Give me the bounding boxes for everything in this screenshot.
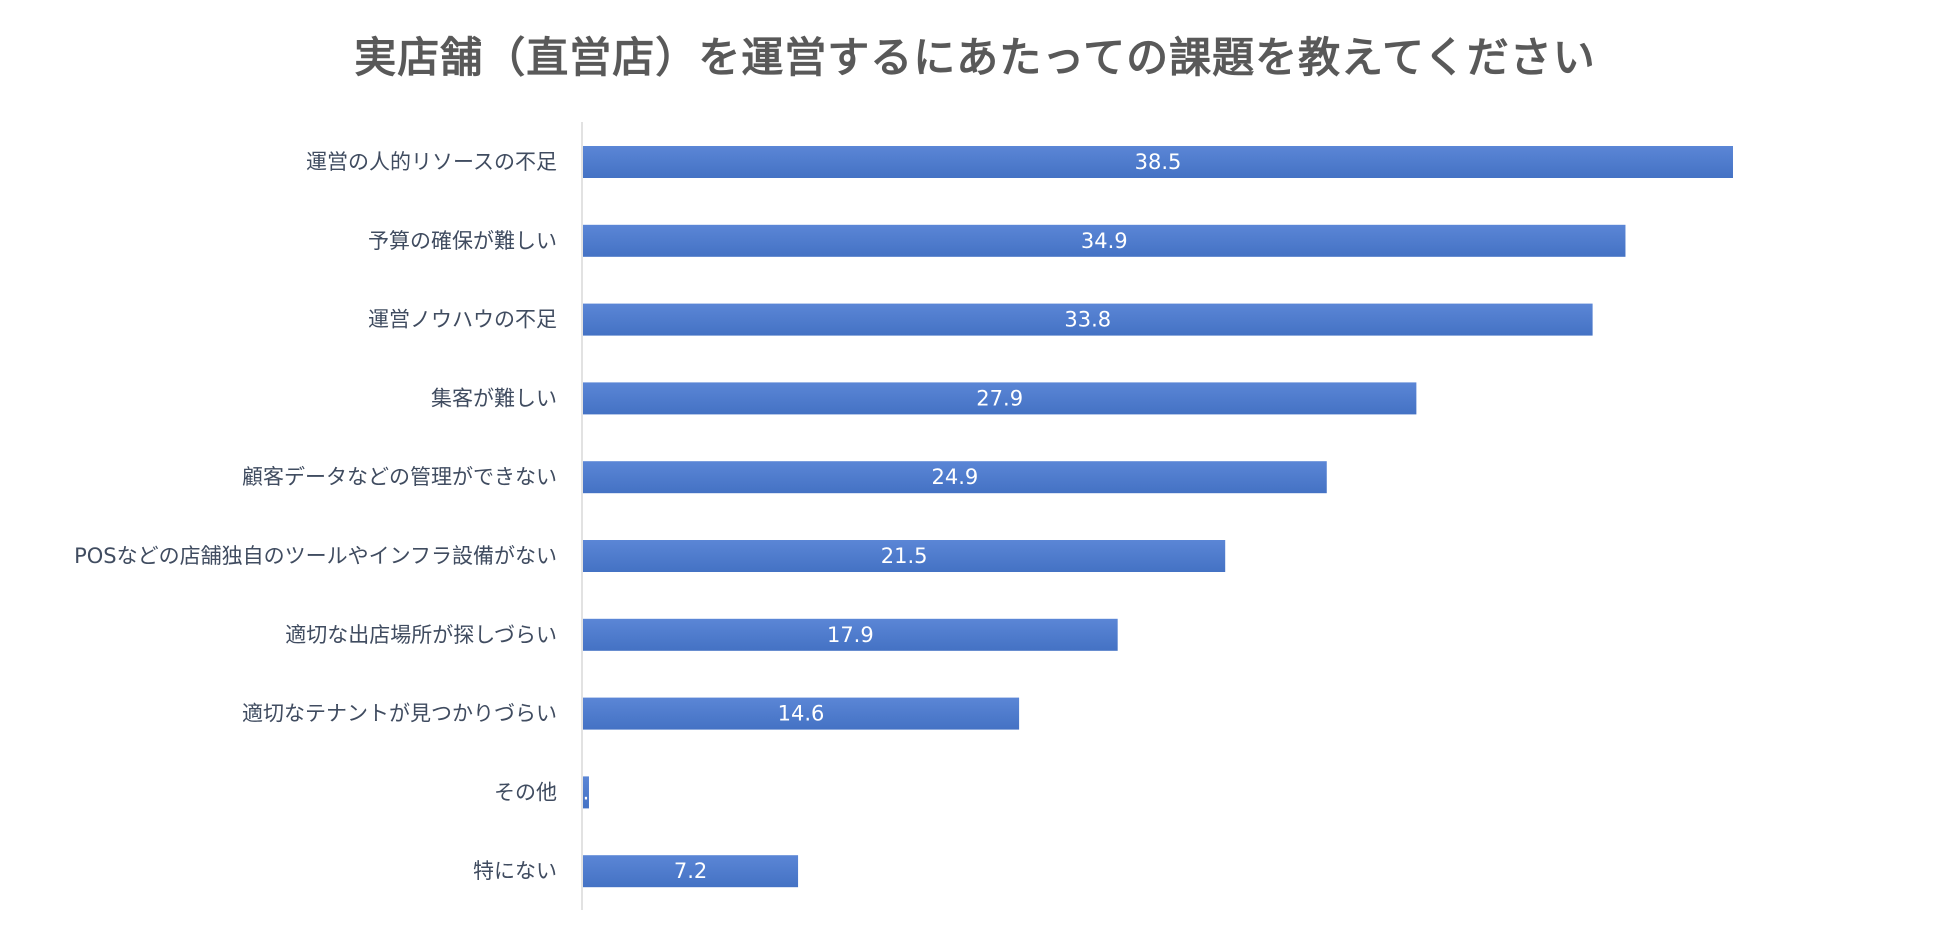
value-label: 14.6 <box>778 702 825 726</box>
chart-title: 実店舗（直営店）を運営するにあたっての課題を教えてください <box>354 33 1596 82</box>
value-label: 21.5 <box>881 544 928 568</box>
value-label: . <box>583 780 590 804</box>
value-label: 27.9 <box>976 386 1023 410</box>
bar <box>583 697 1020 730</box>
category-label: 運営の人的リソースの不足 <box>306 150 557 174</box>
category-label: 特にない <box>473 859 557 883</box>
bars <box>583 146 1733 888</box>
bar <box>583 382 1417 415</box>
value-label: 33.8 <box>1064 308 1111 332</box>
value-labels: 38.5 34.9 33.8 27.9 24.9 21.5 17.9 14.6. 7.2 <box>583 150 1182 883</box>
bar <box>583 146 1733 178</box>
category-label: 顧客データなどの管理ができない <box>242 465 557 489</box>
bar <box>583 461 1327 494</box>
category-label: その他 <box>494 780 557 804</box>
bar <box>583 224 1626 257</box>
category-label: 適切な出店場所が探しづらい <box>285 623 557 647</box>
category-labels: 運営の人的リソースの不足予算の確保が難しい運営ノウハウの不足集客が難しい顧客デー… <box>74 150 557 883</box>
bar <box>583 303 1593 336</box>
category-label: 運営ノウハウの不足 <box>368 308 557 332</box>
category-label: 集客が難しい <box>431 386 557 410</box>
bar <box>583 776 589 809</box>
category-label: POSなどの店舗独自のツールやインフラ設備がない <box>74 544 557 568</box>
value-label: 34.9 <box>1081 229 1128 253</box>
bar <box>583 540 1226 572</box>
value-label: 38.5 <box>1135 150 1182 174</box>
value-label: 17.9 <box>827 623 874 647</box>
bar <box>583 618 1118 651</box>
value-label: 7.2 <box>674 859 707 883</box>
category-label: 予算の確保が難しい <box>368 229 557 253</box>
value-label: 24.9 <box>931 465 978 489</box>
bar <box>583 855 799 888</box>
category-label: 適切なテナントが見つかりづらい <box>242 702 557 726</box>
